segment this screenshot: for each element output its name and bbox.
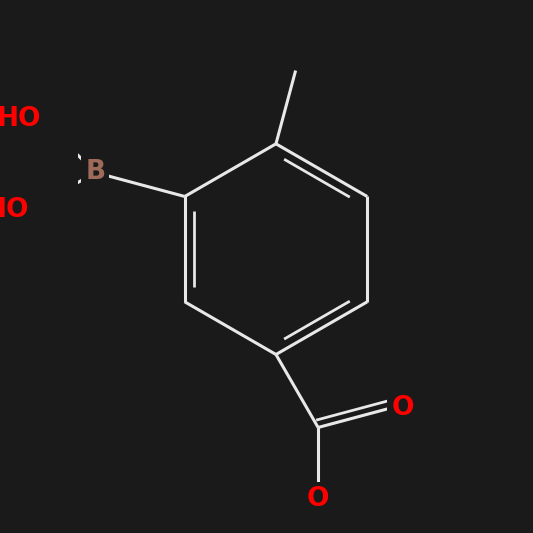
Text: B: B [85,159,106,185]
Text: HO: HO [0,197,29,223]
Text: O: O [307,486,329,512]
Text: HO: HO [0,106,42,132]
Text: O: O [391,395,414,421]
